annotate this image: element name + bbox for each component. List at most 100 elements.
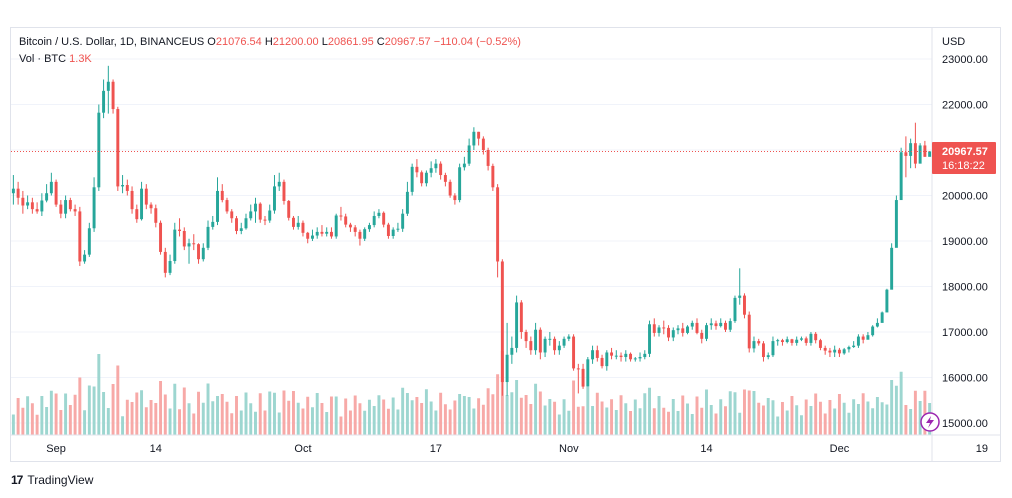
volume-bar xyxy=(624,403,628,435)
candle xyxy=(899,147,903,201)
volume-bar xyxy=(595,392,599,435)
candle-body xyxy=(339,215,343,217)
candle-body xyxy=(904,152,908,156)
candle-body xyxy=(396,228,400,230)
candle-body xyxy=(443,175,447,182)
candle-body xyxy=(690,322,694,327)
candle-body xyxy=(780,340,784,343)
volume-bar xyxy=(553,401,557,435)
candle-body xyxy=(49,181,53,194)
candle xyxy=(572,334,576,371)
candle xyxy=(396,222,400,232)
candle xyxy=(287,200,291,221)
volume-bar xyxy=(652,408,656,435)
candle xyxy=(491,163,495,191)
candle-countdown: 16:18:22 xyxy=(942,160,985,172)
candle-body xyxy=(296,222,300,227)
candle xyxy=(182,227,186,251)
candle-body xyxy=(348,224,352,228)
candle-body xyxy=(875,322,879,327)
candle xyxy=(116,106,120,191)
candle-body xyxy=(472,131,476,146)
volume-bar xyxy=(757,402,761,435)
candle-body xyxy=(453,195,457,201)
candle xyxy=(657,325,661,337)
volume-bar xyxy=(529,404,533,435)
volume-bar xyxy=(377,395,381,435)
volume-bar xyxy=(92,386,96,435)
volume-bar xyxy=(391,397,395,435)
candle-body xyxy=(306,232,310,239)
candle-body xyxy=(481,138,485,150)
candle-body xyxy=(814,333,818,341)
volume-bar xyxy=(481,404,485,435)
candle-body xyxy=(249,211,253,219)
volume-bar xyxy=(344,398,348,435)
symbol-title[interactable]: Bitcoin / U.S. Dollar, 1D, BINANCEUS xyxy=(19,36,205,48)
candle xyxy=(154,204,158,228)
volume-bar xyxy=(643,393,647,435)
candle-body xyxy=(64,200,68,214)
volume-bar xyxy=(225,401,229,435)
candle xyxy=(410,163,414,196)
price-tick-label: 23000.00 xyxy=(942,54,988,66)
branding[interactable]: 17 TradingView xyxy=(11,473,93,487)
candle xyxy=(714,320,718,330)
candle-body xyxy=(909,143,913,156)
candle xyxy=(49,172,53,196)
candle xyxy=(576,363,580,394)
candle-body xyxy=(804,338,808,343)
volume-bar xyxy=(581,406,585,435)
candle xyxy=(263,215,267,226)
volume-bar xyxy=(619,395,623,435)
volume-bar xyxy=(206,383,210,435)
candle-body xyxy=(605,352,609,367)
volume-label[interactable]: Vol · BTC xyxy=(19,53,67,65)
chart-canvas[interactable]: USD 15000.00 16000.00 17000.00 18000.00 1900… xyxy=(11,28,1000,461)
volume-bar xyxy=(486,388,490,435)
candle-body xyxy=(258,203,262,220)
candle xyxy=(173,222,177,264)
candle-body xyxy=(614,355,618,357)
volume-bar xyxy=(747,390,751,435)
candle xyxy=(605,350,609,371)
indicator-icon[interactable] xyxy=(920,412,940,432)
candle-body xyxy=(192,243,196,245)
candle-body xyxy=(68,200,72,210)
volume-bar xyxy=(258,393,262,435)
candle xyxy=(795,336,799,346)
candle xyxy=(638,352,642,362)
candle-body xyxy=(856,336,860,346)
volume-bar xyxy=(785,410,789,435)
candle xyxy=(439,161,443,180)
candle xyxy=(771,336,775,358)
candle-body xyxy=(405,191,409,214)
volume-bar xyxy=(728,391,732,435)
volume-bar xyxy=(799,415,803,435)
candle-body xyxy=(116,109,120,187)
volume-bar xyxy=(130,402,134,435)
chart-frame[interactable]: USD 15000.00 16000.00 17000.00 18000.00 1900… xyxy=(10,27,1001,462)
candle xyxy=(928,151,932,157)
candle xyxy=(282,179,286,205)
candle-body xyxy=(168,261,172,273)
candle-body xyxy=(320,231,324,234)
candle-body xyxy=(633,358,637,360)
candle-body xyxy=(92,187,96,229)
volume-bar xyxy=(923,390,927,435)
candle xyxy=(472,127,476,150)
candle-body xyxy=(144,188,148,205)
volume-bar xyxy=(524,395,528,435)
candle-body xyxy=(159,222,163,252)
volume-bar xyxy=(448,409,452,435)
volume-bar xyxy=(277,412,281,435)
volume-bar xyxy=(21,407,25,435)
volume-bar xyxy=(705,389,708,435)
candle-body xyxy=(310,235,314,239)
candle-body xyxy=(35,209,39,212)
time-tick-label: 14 xyxy=(700,443,712,455)
candle xyxy=(358,229,362,246)
candle xyxy=(434,159,438,173)
volume-bar xyxy=(35,414,39,435)
volume-bar xyxy=(852,399,856,435)
